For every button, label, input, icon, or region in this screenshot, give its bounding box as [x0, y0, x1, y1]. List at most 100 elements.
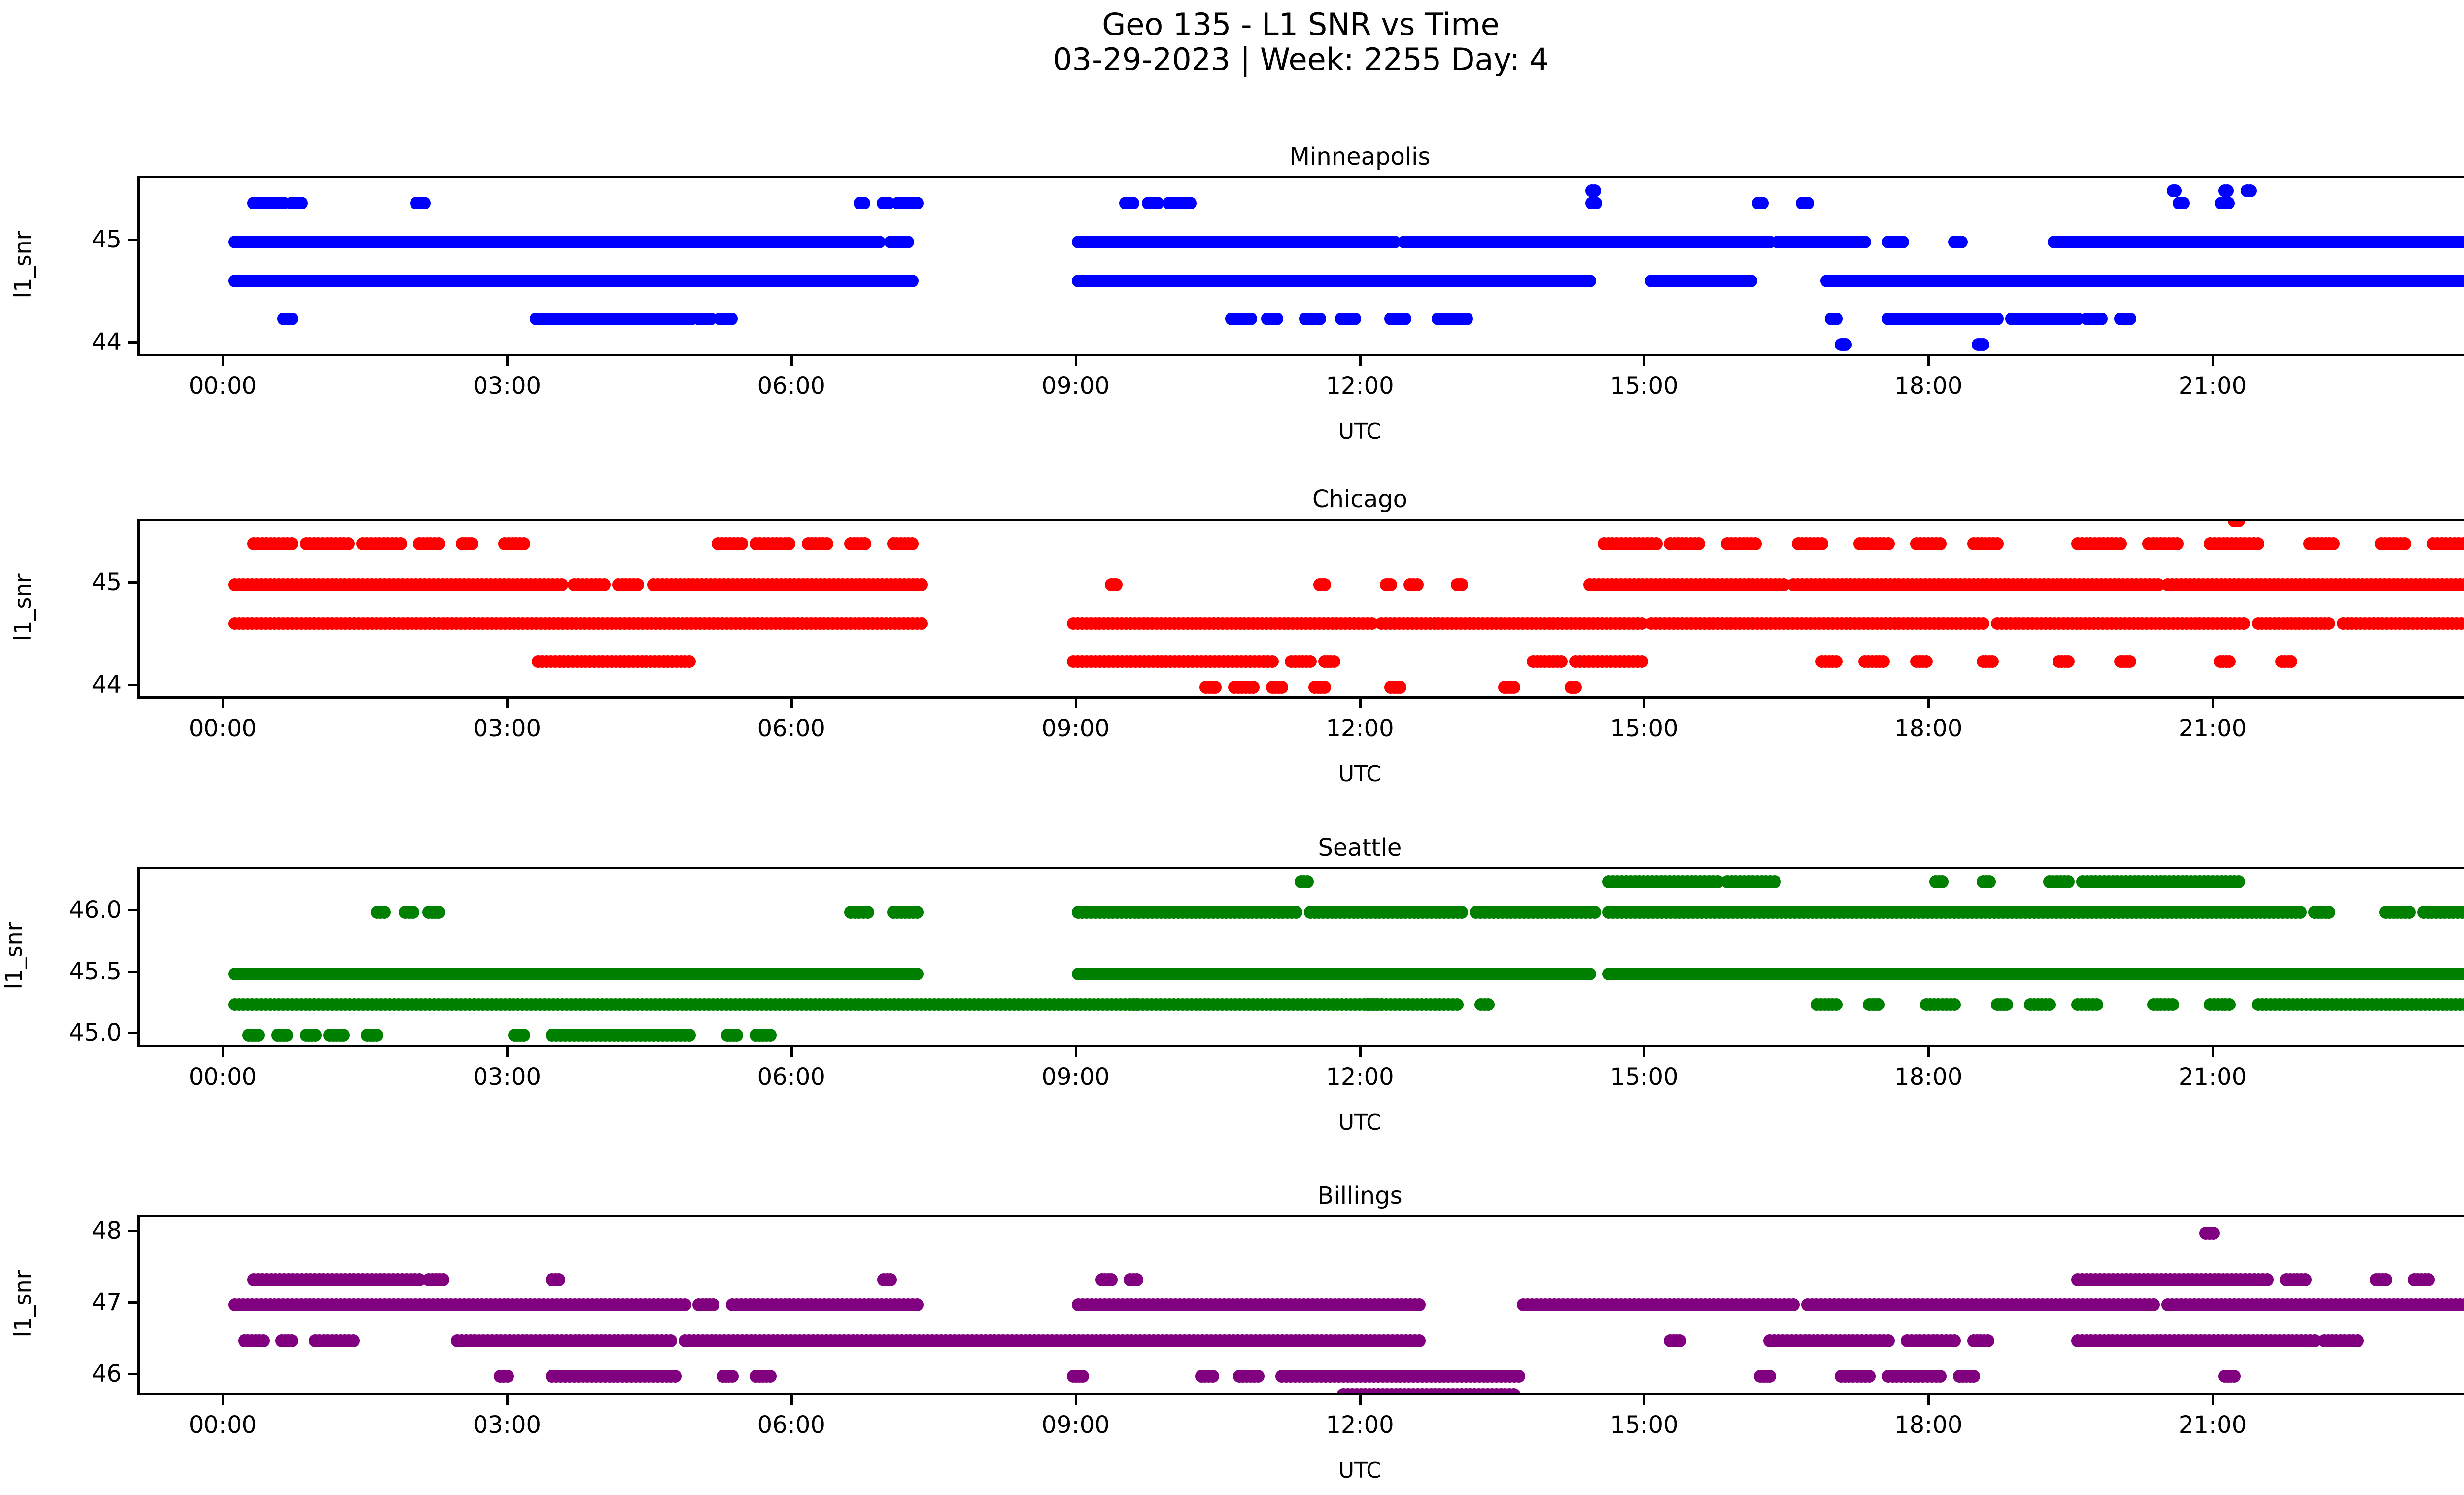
data-point — [2223, 655, 2236, 668]
x-tick-mark — [1074, 356, 1077, 366]
subplot-title-seattle: Seattle — [1318, 834, 1402, 862]
data-point — [2237, 617, 2250, 630]
y-tick-mark — [128, 1032, 137, 1035]
x-tick-label: 12:00 — [1326, 1063, 1394, 1091]
data-point — [1507, 680, 1521, 694]
data-point — [1896, 235, 1909, 248]
y-axis-label-seattle: l1_snr — [0, 922, 27, 990]
data-point — [2403, 906, 2416, 919]
x-tick-label: 09:00 — [1041, 1063, 1110, 1091]
figure-title-line-1: Geo 135 - L1 SNR vs Time — [1102, 6, 1500, 42]
data-point — [2223, 998, 2236, 1011]
data-point — [1839, 338, 1852, 351]
x-tick-mark — [790, 699, 793, 708]
data-point — [1076, 1370, 1090, 1383]
data-point — [1787, 1298, 1800, 1312]
data-point — [1300, 875, 1314, 888]
data-point — [1919, 655, 1933, 668]
data-point — [915, 578, 928, 591]
data-point — [2322, 906, 2335, 919]
x-tick-label: 18:00 — [1894, 372, 1963, 400]
x-axis-label-billings: UTC — [1338, 1458, 1382, 1483]
data-point — [2294, 906, 2307, 919]
data-point — [1289, 906, 1302, 919]
data-point — [1583, 274, 1596, 287]
x-tick-label: 15:00 — [1610, 715, 1678, 742]
data-point — [1948, 998, 1961, 1011]
x-tick-label: 06:00 — [757, 372, 825, 400]
x-tick-label: 03:00 — [473, 1411, 542, 1439]
y-tick-mark — [128, 341, 137, 344]
data-point — [910, 906, 924, 919]
x-tick-label: 03:00 — [473, 715, 542, 742]
data-point — [1394, 680, 1407, 694]
data-point — [346, 1334, 360, 1347]
data-point — [1460, 312, 1473, 325]
data-point — [1266, 655, 1279, 668]
x-tick-label: 00:00 — [188, 372, 257, 400]
x-tick-mark — [1359, 1395, 1362, 1405]
data-point — [252, 1029, 265, 1042]
data-point — [725, 1370, 739, 1383]
data-point — [2062, 875, 2075, 888]
data-point — [598, 578, 611, 591]
data-point — [910, 196, 924, 209]
data-point — [1130, 1273, 1143, 1286]
data-point — [337, 1029, 350, 1042]
x-tick-mark — [1927, 1047, 1930, 1057]
data-point — [683, 1029, 696, 1042]
data-point — [1763, 1370, 1777, 1383]
data-point — [1829, 312, 1843, 325]
x-tick-label: 12:00 — [1326, 372, 1394, 400]
data-point — [1801, 196, 1814, 209]
data-point — [2147, 1298, 2160, 1312]
x-tick-mark — [222, 1395, 225, 1405]
y-axis-label-billings: l1_snr — [9, 1270, 36, 1338]
data-point — [1877, 655, 1890, 668]
x-tick-mark — [1074, 1395, 1077, 1405]
data-point — [1967, 1370, 1980, 1383]
x-tick-mark — [1927, 356, 1930, 366]
data-point — [910, 1298, 924, 1312]
x-tick-mark — [1074, 699, 1077, 708]
x-tick-label: 06:00 — [757, 715, 825, 742]
data-point — [256, 1334, 270, 1347]
data-point — [432, 537, 445, 550]
data-point — [821, 537, 834, 550]
data-point — [1450, 998, 1464, 1011]
data-point — [1327, 655, 1340, 668]
x-tick-mark — [2212, 1395, 2215, 1405]
data-point — [378, 906, 391, 919]
x-tick-label: 09:00 — [1041, 372, 1110, 400]
data-point — [783, 537, 796, 550]
data-point — [763, 1370, 777, 1383]
data-point — [1412, 1334, 1426, 1347]
x-tick-label: 18:00 — [1894, 1411, 1963, 1439]
data-point — [861, 906, 874, 919]
data-point — [517, 1029, 530, 1042]
data-point — [1244, 312, 1257, 325]
data-point — [1872, 998, 1885, 1011]
x-tick-label: 21:00 — [2178, 372, 2247, 400]
data-point — [2221, 184, 2234, 197]
data-point — [394, 537, 407, 550]
plot-area-seattle — [137, 867, 2464, 1047]
x-tick-label: 06:00 — [757, 1411, 825, 1439]
data-point — [294, 196, 308, 209]
x-tick-mark — [790, 1047, 793, 1057]
data-point — [1976, 338, 1989, 351]
data-point — [501, 1370, 514, 1383]
data-point — [915, 617, 928, 630]
data-point — [1635, 655, 1648, 668]
data-point — [872, 235, 886, 248]
x-axis-label-chicago: UTC — [1338, 762, 1382, 787]
data-point — [1507, 1388, 1521, 1393]
x-tick-label: 00:00 — [188, 1411, 257, 1439]
x-tick-mark — [506, 699, 509, 708]
data-point — [1183, 196, 1197, 209]
data-point — [1270, 312, 1284, 325]
data-point — [1673, 1334, 1686, 1347]
x-tick-label: 21:00 — [2178, 715, 2247, 742]
plot-area-chicago — [137, 519, 2464, 699]
x-tick-mark — [222, 1047, 225, 1057]
